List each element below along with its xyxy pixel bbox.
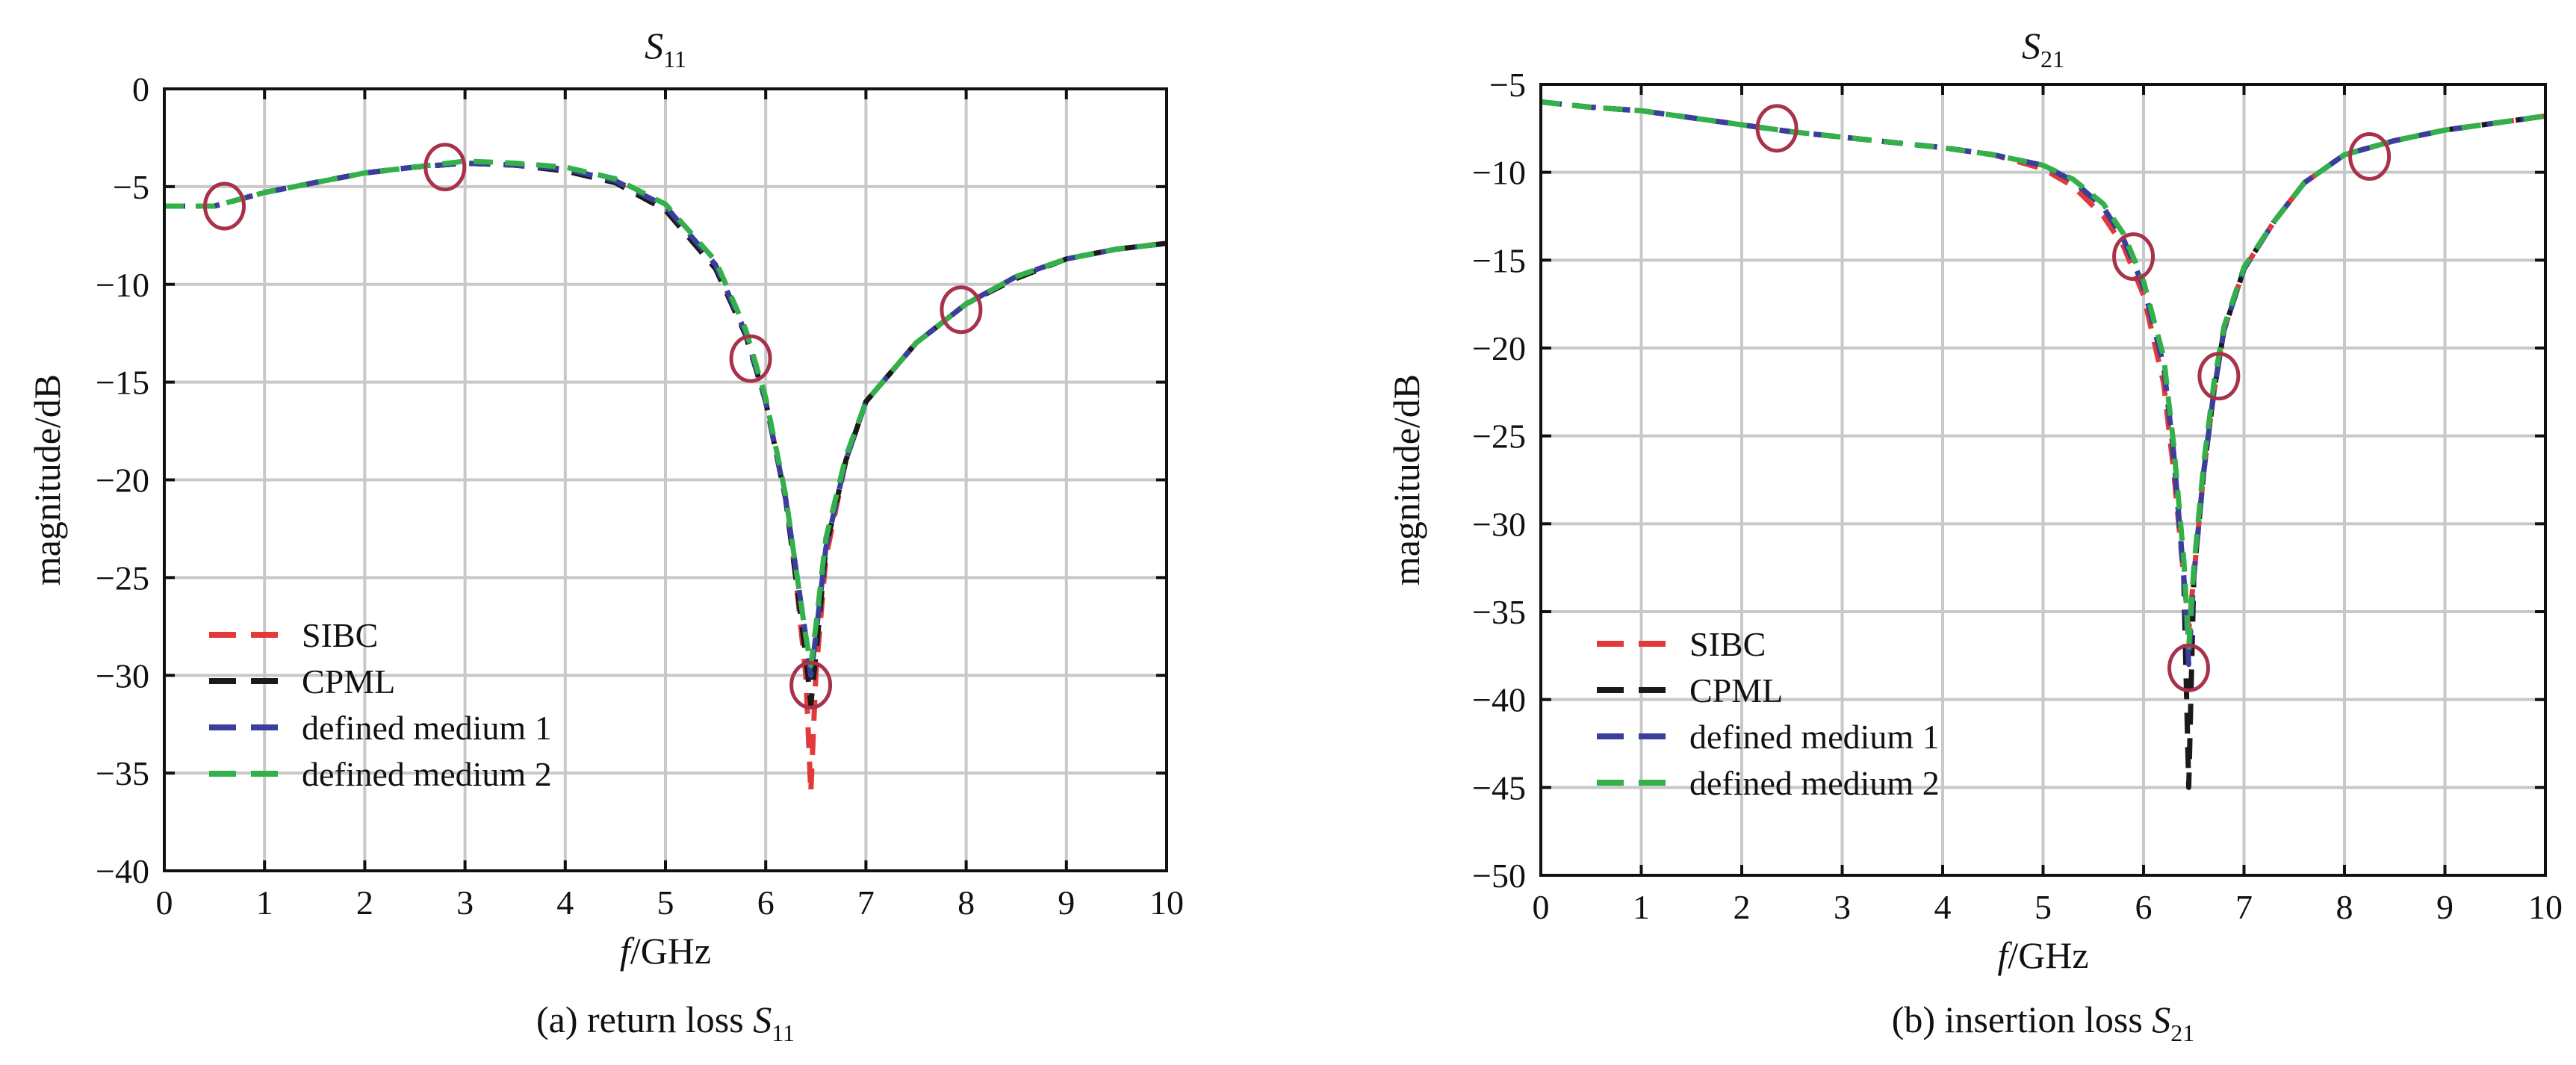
marker-circle (2197, 352, 2241, 401)
chart-a: 0 1 2 3 4 5 6 7 8 9 100−5−10−15−20−25−30−35−40S11m… (26, 25, 1184, 1046)
caption-main: (b) insertion loss (1892, 999, 2153, 1040)
marker-circle (423, 143, 467, 192)
legend-label: defined medium 1 (1689, 718, 1940, 756)
x-tick-label: 4 (556, 884, 574, 922)
marker-circle (1755, 104, 1798, 153)
x-tick-label: 10 (1149, 884, 1184, 922)
x-tick-label: 6 (2135, 888, 2153, 926)
marker-circle (789, 660, 833, 710)
caption-sub: 21 (2170, 1019, 2194, 1046)
y-tick-label: −15 (1472, 241, 1526, 279)
x-tick-label: 4 (1934, 888, 1952, 926)
x-tick-label: 9 (1058, 884, 1075, 922)
y-tick-label: −5 (113, 168, 149, 206)
marker-circle (729, 334, 772, 383)
y-tick-label: −35 (1472, 593, 1526, 631)
x-tick-label: 1 (256, 884, 273, 922)
caption-sub: 11 (772, 1019, 795, 1046)
x-tick-label: 10 (2528, 888, 2563, 926)
x-tick-label: 6 (757, 884, 775, 922)
y-tick-label: −50 (1472, 857, 1526, 895)
marker-circle (940, 285, 983, 335)
y-tick-label: −10 (1472, 154, 1526, 192)
x-tick-label: 3 (1834, 888, 1851, 926)
x-axis-label-rest: /GHz (630, 930, 711, 972)
y-axis-label: magnitude/dB (26, 374, 68, 586)
x-tick-label: 2 (356, 884, 373, 922)
plot-title-sub: 11 (663, 46, 686, 72)
y-tick-label: −35 (96, 754, 149, 792)
y-tick-label: −25 (1472, 417, 1526, 456)
y-tick-label: −40 (96, 852, 149, 890)
legend-label: defined medium 2 (1689, 764, 1940, 802)
marker-circle (2167, 643, 2211, 692)
x-axis-label: f/GHz (1997, 934, 2088, 976)
x-tick-label: 5 (2035, 888, 2052, 926)
plot-title: S11 (645, 25, 686, 72)
x-tick-label: 7 (857, 884, 875, 922)
x-tick-label: 7 (2235, 888, 2253, 926)
legend-label: CPML (302, 662, 395, 701)
y-tick-label: −10 (96, 266, 149, 304)
legend-label: SIBC (1689, 625, 1766, 663)
legend-label: defined medium 1 (302, 709, 552, 747)
y-tick-label: −20 (1472, 329, 1526, 367)
x-tick-label: 5 (657, 884, 674, 922)
marker-circle (2112, 232, 2156, 282)
x-axis-label-rest: /GHz (2008, 934, 2088, 976)
x-tick-label: 1 (1633, 888, 1650, 926)
legend-label: defined medium 2 (302, 755, 552, 793)
x-axis-label: f/GHz (620, 930, 711, 972)
caption-main: (a) return loss (536, 999, 753, 1040)
y-tick-label: −20 (96, 462, 149, 500)
y-axis-label: magnitude/dB (1385, 374, 1427, 586)
marker-circle (203, 181, 246, 231)
x-tick-label: 3 (456, 884, 474, 922)
x-tick-label: 0 (156, 884, 173, 922)
series-line-defined-medium-2 (1540, 99, 2546, 650)
legend-label: SIBC (302, 616, 378, 654)
x-tick-label: 9 (2436, 888, 2454, 926)
y-tick-label: 0 (132, 70, 149, 108)
marker-circle (2348, 131, 2392, 181)
plot-title: S21 (2022, 25, 2064, 72)
y-tick-label: −40 (1472, 681, 1526, 719)
x-tick-label: 2 (1734, 888, 1751, 926)
y-tick-label: −30 (96, 656, 149, 695)
plot-title-main: S (2022, 25, 2040, 66)
y-tick-label: −15 (96, 364, 149, 402)
figure-caption: (a) return loss S11 (536, 999, 795, 1046)
plot-title-main: S (645, 25, 663, 66)
series-line-defined-medium-2 (164, 158, 1167, 668)
y-tick-label: −5 (1489, 66, 1526, 104)
legend-label: CPML (1689, 671, 1783, 710)
caption-symbol: S (753, 999, 772, 1040)
figure-caption: (b) insertion loss S21 (1892, 999, 2195, 1046)
x-tick-label: 8 (2336, 888, 2353, 926)
plot-title-sub: 21 (2040, 46, 2064, 72)
caption-symbol: S (2152, 999, 2170, 1040)
x-tick-label: 8 (958, 884, 975, 922)
chart-b: 0 1 2 3 4 5 6 7 8 9 10 −5 −10 −15 −20 −25 −30 −35 −40 −45 −5… (1385, 25, 2563, 1046)
y-tick-label: −30 (1472, 505, 1526, 543)
x-tick-label: 0 (1533, 888, 1550, 926)
y-tick-label: −45 (1472, 769, 1526, 807)
y-tick-label: −25 (96, 559, 149, 597)
